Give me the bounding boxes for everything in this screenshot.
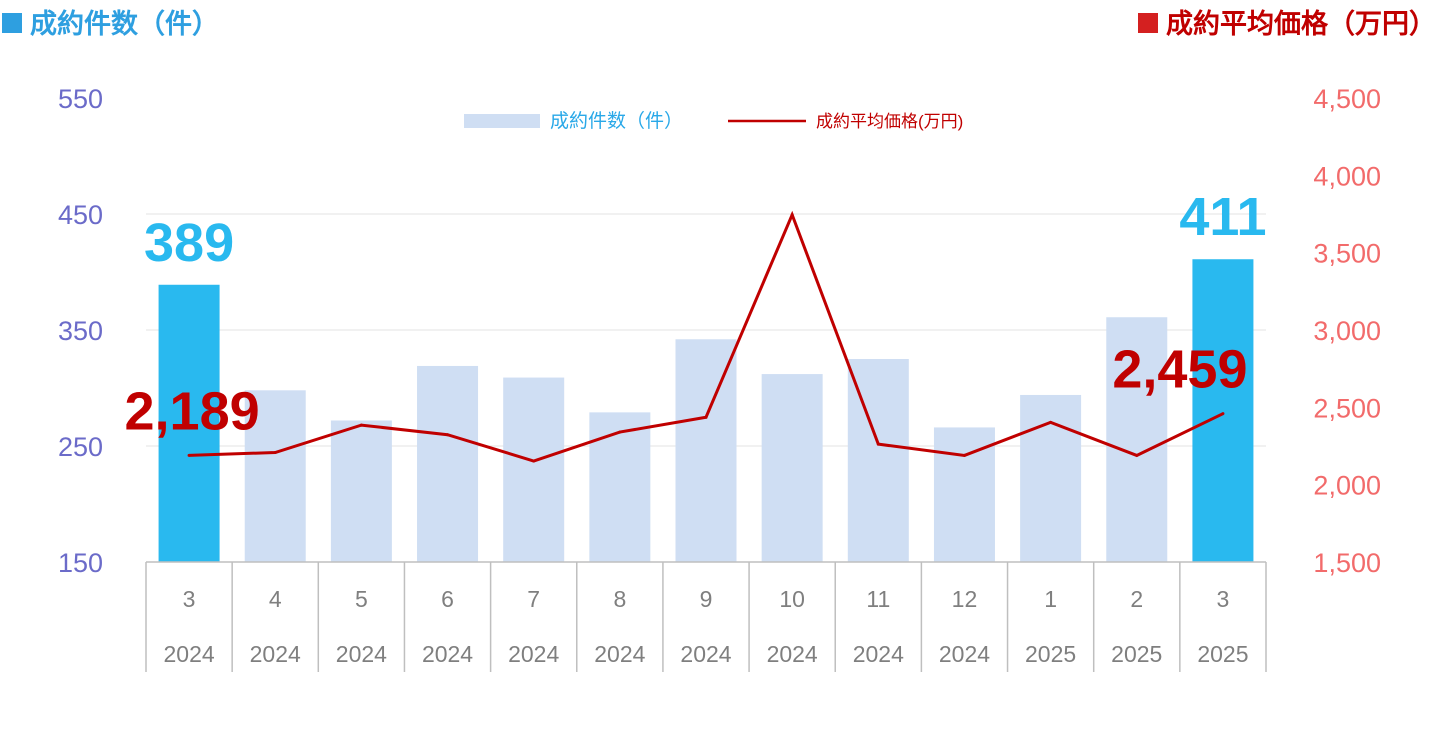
x-tick-month: 12 — [952, 586, 978, 612]
x-tick-year: 2024 — [680, 641, 731, 667]
bar-2 — [330, 420, 392, 562]
bar-4 — [503, 377, 565, 562]
data-label-bar-0: 389 — [144, 213, 234, 273]
right-y-axis: 1,500 2,000 2,500 3,000 3,500 4,000 4,500 — [1313, 84, 1381, 578]
bar-12 — [1192, 259, 1254, 562]
line-point-7 — [790, 213, 794, 217]
x-tick-month: 5 — [355, 586, 368, 612]
legend-line-label: 成約平均価格(万円) — [816, 112, 963, 131]
bar-0 — [158, 284, 220, 562]
left-y-tick-label: 350 — [58, 316, 103, 346]
left-legend-square-icon — [2, 12, 22, 33]
left-y-tick-label: 150 — [58, 548, 103, 578]
x-tick-year: 2025 — [1197, 641, 1248, 667]
x-tick-month: 9 — [700, 586, 713, 612]
right-y-tick-label: 4,000 — [1313, 161, 1381, 191]
bar-series — [158, 259, 1254, 562]
x-tick-month: 3 — [183, 586, 196, 612]
right-axis-header-text: 成約平均価格（万円） — [1166, 9, 1436, 39]
x-tick-month: 7 — [527, 586, 540, 612]
bar-7 — [761, 374, 823, 562]
left-y-tick-label: 450 — [58, 200, 103, 230]
x-tick-month: 4 — [269, 586, 282, 612]
annotations: 389 411 2,189 2,459 — [125, 187, 1267, 441]
line-point-12 — [1221, 412, 1225, 416]
x-tick-month: 2 — [1130, 586, 1143, 612]
right-y-tick-label: 3,000 — [1313, 316, 1381, 346]
x-tick-month: 1 — [1044, 586, 1057, 612]
x-tick-month: 10 — [779, 586, 805, 612]
right-legend-square-icon — [1138, 12, 1158, 33]
bar-3 — [417, 365, 479, 562]
x-tick-month: 11 — [866, 586, 890, 612]
x-tick-year: 2025 — [1025, 641, 1076, 667]
left-y-axis: 150 250 350 450 550 — [58, 84, 103, 578]
x-tick-year: 2024 — [163, 641, 214, 667]
x-tick-month: 3 — [1217, 586, 1230, 612]
x-tick-year: 2024 — [422, 641, 473, 667]
bar-11 — [1106, 317, 1168, 562]
bar-6 — [675, 339, 737, 562]
line-point-10 — [1049, 420, 1053, 424]
bar-9 — [933, 427, 995, 562]
legend-bar-swatch — [464, 114, 540, 128]
data-label-line-12: 2,459 — [1112, 340, 1247, 400]
left-y-tick-label: 250 — [58, 432, 103, 462]
data-label-line-0: 2,189 — [125, 381, 260, 441]
line-series — [187, 210, 1225, 463]
x-tick-year: 2024 — [767, 641, 818, 667]
right-axis-header: 成約平均価格（万円） — [1138, 2, 1436, 41]
x-tick-year: 2024 — [508, 641, 559, 667]
legend: 成約件数（件） 成約平均価格(万円) — [464, 110, 963, 132]
line-point-5 — [618, 430, 622, 434]
line-point-6 — [704, 415, 708, 419]
left-axis-header: 成約件数（件） — [2, 2, 219, 41]
right-y-tick-label: 2,000 — [1313, 471, 1381, 501]
x-tick-year: 2024 — [250, 641, 301, 667]
x-tick-year: 2024 — [853, 641, 904, 667]
line-point-1 — [273, 450, 277, 454]
x-axis: 3 2024 4 2024 5 2024 6 2024 7 2024 8 2024 9 2024 10 202… — [145, 561, 1267, 672]
x-tick-month: 8 — [613, 586, 626, 612]
right-y-tick-label: 1,500 — [1313, 548, 1381, 578]
right-y-tick-label: 2,500 — [1313, 393, 1381, 423]
data-label-bar-12: 411 — [1179, 187, 1266, 247]
bar-10 — [1020, 394, 1082, 562]
right-y-tick-label: 4,500 — [1313, 84, 1381, 114]
line-point-8 — [876, 442, 880, 446]
line-point-0 — [187, 453, 191, 457]
line-point-11 — [1135, 453, 1139, 457]
line-point-2 — [359, 423, 363, 427]
line-point-3 — [446, 433, 450, 437]
line-point-4 — [532, 459, 536, 463]
x-tick-year: 2024 — [336, 641, 387, 667]
x-tick-year: 2024 — [594, 641, 645, 667]
legend-bar-label: 成約件数（件） — [550, 110, 683, 132]
line-point-9 — [962, 453, 966, 457]
x-tick-year: 2025 — [1111, 641, 1162, 667]
x-tick-year: 2024 — [939, 641, 990, 667]
bar-1 — [244, 390, 306, 562]
right-y-tick-label: 3,500 — [1313, 239, 1381, 269]
left-axis-header-text: 成約件数（件） — [30, 9, 219, 39]
bar-5 — [589, 412, 651, 562]
left-y-tick-label: 550 — [58, 84, 103, 114]
x-tick-month: 6 — [441, 586, 454, 612]
